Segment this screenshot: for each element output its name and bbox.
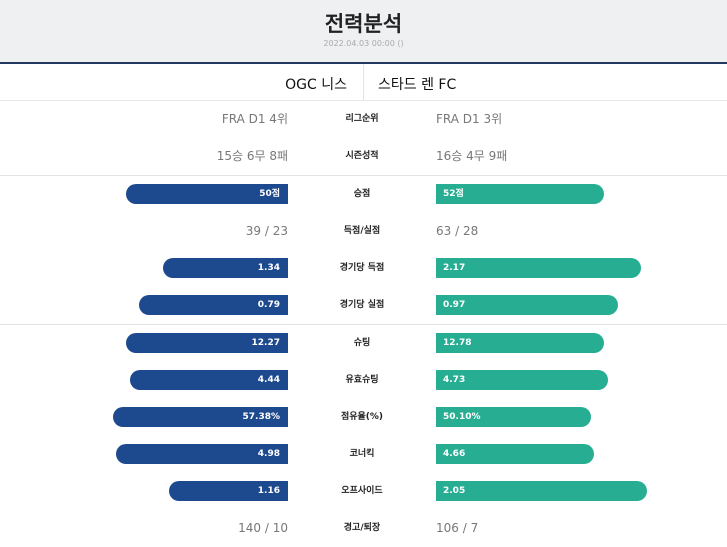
stat-row: 경기당 득점 1.34 2.17 — [0, 250, 727, 287]
stat-row: 오프사이드 1.16 2.05 — [0, 473, 727, 510]
stat-row: 유효슈팅 4.44 4.73 — [0, 362, 727, 399]
team-divider — [363, 64, 364, 100]
stat-row: 점유율(%) 57.38% 50.10% — [0, 399, 727, 436]
away-stat-bar: 4.73 — [436, 370, 608, 390]
match-datetime: 2022.04.03 00:00 () — [323, 39, 404, 48]
home-stat-value: 140 / 10 — [238, 521, 288, 535]
stat-label: 경고/퇴장 — [343, 523, 381, 533]
away-stat-value: 16승 4무 9패 — [436, 149, 508, 163]
stat-label: 시즌성적 — [345, 151, 379, 161]
stat-row: 득점/실점 39 / 23 63 / 28 — [0, 213, 727, 250]
away-stat-bar: 2.05 — [436, 481, 647, 501]
stat-label: 경기당 실점 — [339, 300, 385, 310]
stat-label: 오프사이드 — [341, 486, 383, 496]
home-stat-value: 39 / 23 — [245, 224, 288, 238]
home-stat-bar: 1.34 — [163, 258, 288, 278]
away-stat-bar: 2.17 — [436, 258, 641, 278]
away-stat-value: FRA D1 3위 — [436, 112, 503, 126]
away-stat-value: 63 / 28 — [436, 224, 479, 238]
stat-label: 득점/실점 — [343, 226, 381, 236]
stat-row: 시즌성적 15승 6무 8패 16승 4무 9패 — [0, 138, 727, 175]
stat-label: 코너킥 — [349, 449, 375, 459]
home-stat-bar: 4.98 — [116, 444, 288, 464]
home-stat-value: FRA D1 4위 — [221, 112, 288, 126]
stat-row: 리그순위 FRA D1 4위 FRA D1 3위 — [0, 101, 727, 138]
stat-row: 경고/퇴장 140 / 10 106 / 7 — [0, 510, 727, 547]
stat-label: 슈팅 — [353, 338, 371, 348]
page-header: 전력분석 2022.04.03 00:00 () — [0, 0, 727, 64]
home-stat-bar: 50점 — [126, 184, 288, 204]
stat-label: 승점 — [353, 189, 371, 199]
stat-row: 경기당 실점 0.79 0.97 — [0, 287, 727, 324]
home-stat-bar: 0.79 — [139, 295, 288, 315]
home-stat-bar: 1.16 — [169, 481, 288, 501]
away-stat-bar: 12.78 — [436, 333, 604, 353]
stat-row: 코너킥 4.98 4.66 — [0, 436, 727, 473]
stat-row: 슈팅 12.27 12.78 — [0, 324, 727, 362]
away-team-name: 스타드 렌 FC — [378, 77, 457, 93]
away-stat-bar: 50.10% — [436, 407, 591, 427]
home-stat-value: 15승 6무 8패 — [216, 149, 288, 163]
teams-row: OGC 니스 스타드 렌 FC — [0, 64, 727, 101]
home-team-name: OGC 니스 — [285, 77, 347, 93]
stat-row: 승점 50점 52점 — [0, 175, 727, 213]
stat-label: 리그순위 — [345, 114, 379, 124]
home-stat-bar: 4.44 — [130, 370, 288, 390]
away-stat-value: 106 / 7 — [436, 521, 479, 535]
stat-label: 유효슈팅 — [345, 375, 379, 385]
page-title: 전력분석 — [324, 12, 403, 36]
stat-label: 점유율(%) — [340, 412, 384, 422]
home-stat-bar: 57.38% — [113, 407, 288, 427]
away-stat-bar: 52점 — [436, 184, 604, 204]
stat-label: 경기당 득점 — [339, 263, 385, 273]
home-stat-bar: 12.27 — [126, 333, 288, 353]
away-stat-bar: 0.97 — [436, 295, 618, 315]
away-stat-bar: 4.66 — [436, 444, 594, 464]
